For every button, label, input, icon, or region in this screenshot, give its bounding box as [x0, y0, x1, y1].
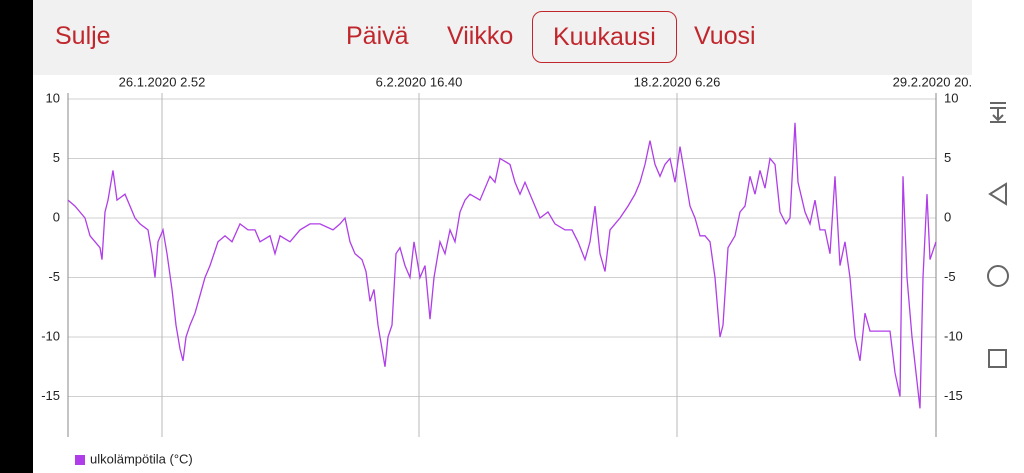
chart: 10 10 5 5 0 0 -5 -5 -10 -10 -15 -15 26.1.2020 2.52 6.… [33, 75, 972, 473]
x-tick-label: 6.2.2020 16.40 [376, 75, 463, 89]
x-tick-label: 26.1.2020 2.52 [119, 75, 206, 89]
tab[interactable]: Viikko [447, 22, 514, 50]
y-tick-label: 5 [53, 150, 60, 165]
home-icon[interactable] [987, 265, 1009, 287]
legend-label: ulkolämpötila (°C) [90, 451, 193, 466]
y-tick-label-right: -15 [944, 388, 963, 403]
y-tick-label: -15 [41, 388, 60, 403]
top-bar: Sulje Päivä Viikko Kuukausi Vuosi [33, 0, 972, 75]
y-tick-label: 10 [46, 90, 60, 105]
y-tick-label: -5 [48, 269, 60, 284]
y-tick-label: -10 [41, 328, 60, 343]
tab[interactable]: Päivä [346, 22, 409, 50]
x-tick-label: 29.2.2020 20.1 [893, 75, 972, 89]
y-tick-label-right: 5 [944, 150, 951, 165]
legend-swatch [75, 455, 85, 465]
y-tick-label-right: 10 [944, 90, 958, 105]
nav-bar [972, 0, 1024, 473]
back-icon[interactable] [988, 182, 1007, 206]
y-tick-label: 0 [53, 209, 60, 224]
y-tick-label-right: 0 [944, 209, 951, 224]
y-tick-label-right: -5 [944, 269, 956, 284]
recents-icon[interactable] [988, 349, 1007, 368]
close-button[interactable]: Sulje [55, 22, 111, 50]
tab[interactable]: Vuosi [694, 22, 756, 50]
tab[interactable]: Kuukausi [532, 11, 677, 63]
data-line [67, 122, 937, 409]
x-tick-label: 18.2.2020 6.26 [634, 75, 721, 89]
y-tick-label-right: -10 [944, 328, 963, 343]
